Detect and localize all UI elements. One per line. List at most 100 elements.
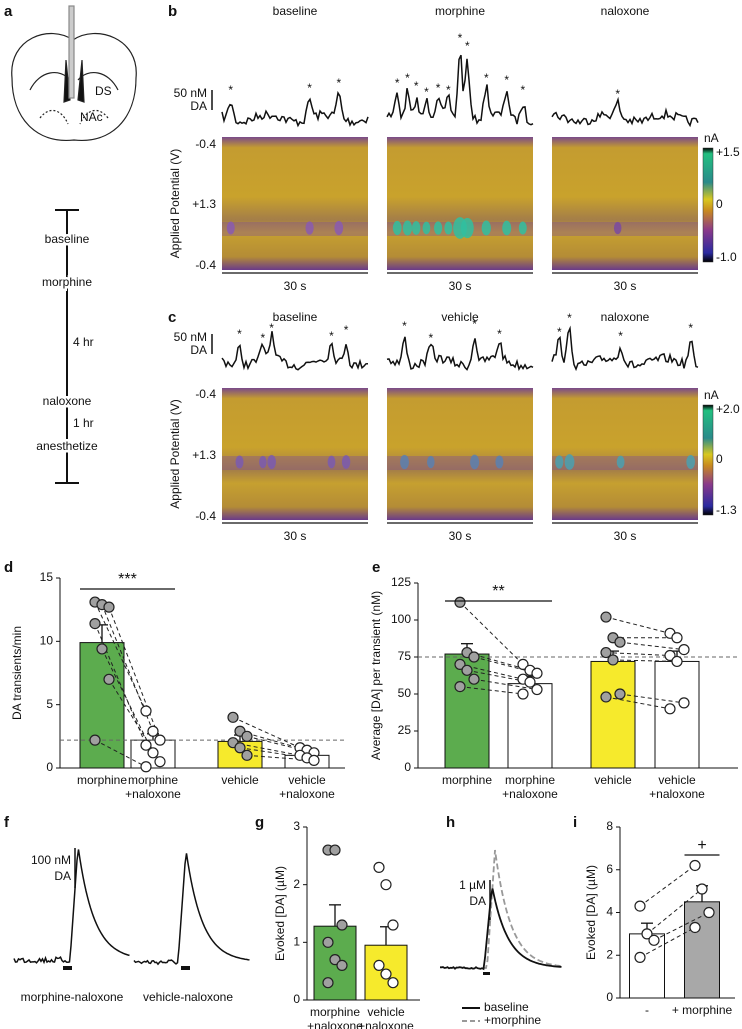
time-bar-label: 30 s — [449, 279, 472, 293]
data-point — [517, 658, 529, 671]
evoked-trace — [13, 849, 130, 965]
data-point — [524, 676, 536, 688]
x-tick-label: + morphine — [672, 1003, 733, 1017]
data-point — [140, 705, 152, 717]
data-point — [703, 906, 715, 919]
scale-bar-label: DA — [54, 869, 71, 883]
peak-marker: * — [261, 331, 266, 345]
color-plot-peak — [616, 455, 625, 469]
potential-tick-label: -0.4 — [195, 387, 216, 401]
pair-line — [94, 601, 147, 712]
axis-title: Evoked [DA] (µM) — [273, 866, 287, 961]
data-point — [461, 664, 473, 676]
peak-marker: * — [688, 321, 693, 335]
data-point — [336, 959, 348, 972]
pair-line — [94, 739, 147, 768]
region-label: DS — [95, 84, 112, 98]
colorbar-tick-label: +2.0 — [716, 402, 740, 416]
data-point — [103, 601, 115, 613]
data-point — [241, 749, 253, 761]
peak-marker: * — [458, 31, 463, 45]
x-tick-label: +naloxone — [358, 1019, 414, 1029]
data-point — [678, 697, 690, 709]
data-point — [454, 658, 466, 671]
data-point — [380, 968, 392, 980]
data-point — [634, 951, 646, 963]
x-tick-label: +naloxone — [502, 787, 558, 801]
bar — [684, 901, 720, 999]
panel-label: a — [4, 3, 13, 20]
y-tick-label: 50 — [398, 686, 412, 700]
pair-line — [232, 742, 301, 756]
color-plot-peak — [267, 455, 276, 469]
potential-tick-label: -0.4 — [195, 258, 216, 272]
data-point — [154, 734, 166, 746]
colorbar-tick-label: +1.5 — [716, 145, 740, 159]
colorbar-tick-label: -1.0 — [716, 250, 737, 264]
peak-marker: * — [405, 71, 410, 85]
data-point — [648, 934, 660, 946]
dopamine-trace — [551, 96, 699, 128]
peak-marker: * — [424, 85, 429, 99]
peak-marker: * — [428, 331, 433, 345]
color-plot-band — [552, 222, 698, 236]
stimulus-bar — [483, 972, 490, 975]
pair-line — [473, 678, 538, 691]
axis-title: Average [DA] per transient (nM) — [369, 591, 383, 760]
peak-marker: * — [344, 323, 349, 337]
y-tick-label: 5 — [46, 697, 53, 711]
time-bar-label: 30 s — [284, 529, 307, 543]
scale-bar-label: 50 nM — [174, 86, 207, 100]
x-tick-label: morphine — [310, 1005, 360, 1019]
potential-tick-label: +1.3 — [192, 448, 216, 462]
data-point — [600, 611, 612, 623]
panel-label: d — [4, 559, 13, 576]
color-plot-peak — [259, 455, 267, 469]
colorbar-unit: nA — [704, 388, 719, 402]
color-plot-peak — [460, 217, 474, 239]
y-tick-label: 10 — [40, 634, 54, 648]
x-tick-label: +naloxone — [649, 787, 705, 801]
brain-diagram — [11, 5, 137, 141]
peak-marker: * — [307, 81, 312, 95]
data-point — [147, 725, 159, 737]
peak-marker: * — [618, 329, 623, 343]
color-plot-peak — [305, 221, 314, 235]
x-tick-label: vehicle — [221, 773, 259, 787]
color-plot — [387, 137, 533, 270]
scale-bar-label: DA — [190, 343, 207, 357]
colorbar-tick-label: 0 — [716, 452, 723, 466]
color-plot — [552, 137, 698, 270]
data-point — [614, 636, 626, 648]
data-point — [103, 673, 115, 685]
x-tick-label: morphine — [128, 773, 178, 787]
x-tick-label: morphine — [505, 773, 555, 787]
peak-marker: * — [336, 76, 341, 90]
data-point — [322, 936, 334, 948]
condition-title: baseline — [273, 4, 318, 18]
bar — [654, 660, 700, 769]
scale-bar-label: 1 µM — [459, 878, 486, 892]
colorbar-unit: nA — [704, 131, 719, 145]
data-point — [641, 928, 653, 940]
timeline-label: baseline — [45, 232, 90, 246]
color-plot-peak — [555, 455, 564, 469]
evoked-trace-morphine — [483, 849, 562, 969]
significance-label: + — [697, 837, 706, 854]
condition-title: baseline — [273, 310, 318, 324]
pair-line — [101, 648, 154, 754]
data-point — [89, 617, 101, 630]
x-tick-label: vehicle — [367, 1005, 405, 1019]
peak-marker: * — [472, 317, 477, 331]
y-tick-label: 1 — [293, 935, 300, 949]
peak-marker: * — [329, 329, 334, 343]
pair-line — [108, 606, 161, 741]
trace-label: vehicle-naloxone — [143, 990, 233, 1004]
panel-label: g — [255, 814, 264, 831]
timeline-label: 4 hr — [73, 335, 94, 349]
trace-label: morphine-naloxone — [21, 990, 124, 1004]
significance-label: ** — [492, 583, 504, 600]
data-point — [140, 761, 152, 773]
x-tick-label: morphine — [77, 773, 127, 787]
color-plot-peak — [444, 221, 453, 235]
